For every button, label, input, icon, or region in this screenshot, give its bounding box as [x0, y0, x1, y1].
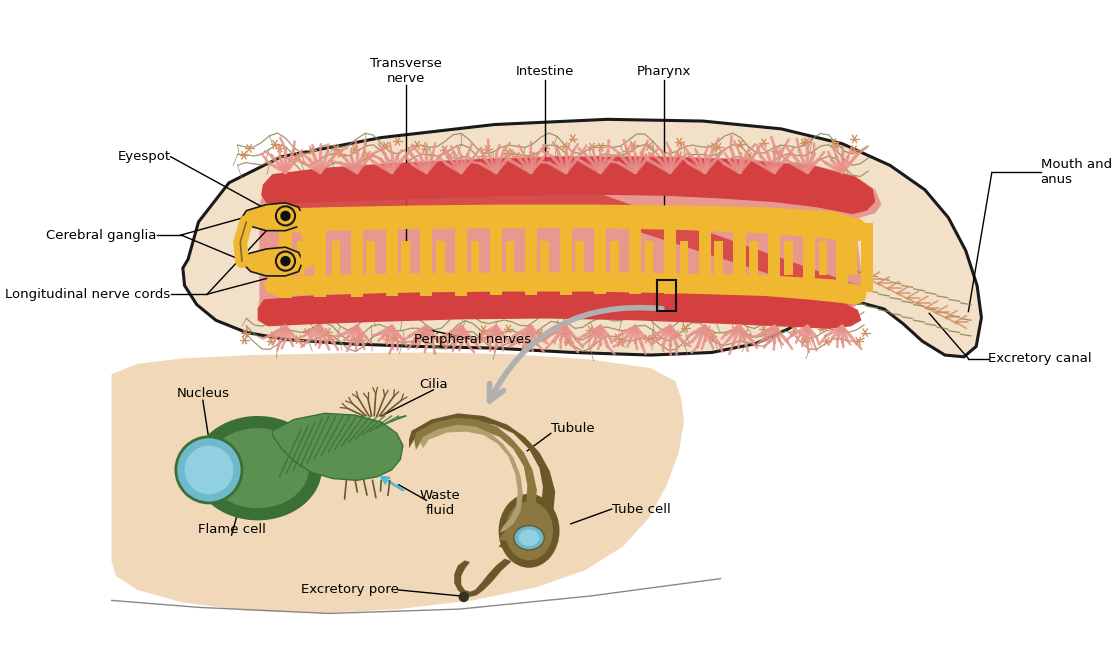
Polygon shape — [818, 241, 827, 275]
Polygon shape — [734, 220, 746, 293]
Polygon shape — [803, 221, 815, 293]
Ellipse shape — [206, 428, 309, 508]
Ellipse shape — [505, 501, 553, 560]
Polygon shape — [314, 211, 327, 297]
Text: Waste
fluid: Waste fluid — [420, 489, 460, 517]
Polygon shape — [242, 203, 303, 231]
Polygon shape — [420, 425, 523, 533]
Polygon shape — [560, 217, 572, 295]
Ellipse shape — [518, 529, 540, 546]
Polygon shape — [629, 218, 641, 294]
Polygon shape — [420, 214, 433, 296]
Text: Excretory pore: Excretory pore — [301, 584, 398, 597]
Polygon shape — [183, 119, 981, 357]
Ellipse shape — [193, 416, 322, 520]
Polygon shape — [331, 241, 340, 275]
Polygon shape — [297, 241, 306, 275]
Polygon shape — [784, 241, 793, 275]
Polygon shape — [471, 241, 479, 275]
Polygon shape — [699, 219, 711, 293]
Polygon shape — [258, 156, 881, 322]
Polygon shape — [454, 559, 512, 597]
Polygon shape — [280, 211, 291, 297]
Polygon shape — [455, 215, 467, 296]
Polygon shape — [112, 352, 683, 613]
Circle shape — [280, 211, 291, 221]
Polygon shape — [409, 413, 555, 550]
Polygon shape — [242, 247, 303, 276]
Polygon shape — [258, 289, 862, 329]
Circle shape — [458, 592, 469, 602]
Circle shape — [185, 446, 233, 495]
Polygon shape — [436, 241, 445, 275]
Polygon shape — [525, 216, 537, 295]
Text: Cilia: Cilia — [419, 378, 448, 391]
Circle shape — [275, 252, 295, 270]
Polygon shape — [861, 223, 873, 292]
Text: Flame cell: Flame cell — [197, 523, 265, 535]
Polygon shape — [264, 272, 866, 305]
Polygon shape — [749, 241, 758, 275]
Polygon shape — [386, 213, 398, 297]
Polygon shape — [415, 418, 537, 540]
Text: Nucleus: Nucleus — [176, 387, 230, 400]
Polygon shape — [272, 413, 403, 480]
Circle shape — [275, 206, 295, 225]
Polygon shape — [367, 241, 375, 275]
Text: Pharynx: Pharynx — [637, 65, 691, 78]
Text: Mouth and
anus: Mouth and anus — [1040, 158, 1112, 187]
Polygon shape — [679, 241, 688, 275]
Bar — [657, 280, 676, 311]
Circle shape — [280, 256, 291, 266]
Text: Eyespot: Eyespot — [117, 150, 171, 163]
Polygon shape — [715, 241, 723, 275]
Polygon shape — [541, 241, 549, 275]
Text: Excretory canal: Excretory canal — [988, 352, 1092, 365]
Ellipse shape — [498, 494, 560, 568]
Text: Longitudinal nerve cords: Longitudinal nerve cords — [6, 288, 171, 301]
Text: Tube cell: Tube cell — [612, 503, 670, 515]
Polygon shape — [351, 212, 362, 297]
Circle shape — [176, 437, 242, 503]
Polygon shape — [264, 205, 870, 241]
Ellipse shape — [514, 525, 544, 550]
Polygon shape — [261, 157, 875, 214]
Text: Peripheral nerves: Peripheral nerves — [414, 333, 531, 346]
Polygon shape — [644, 241, 653, 275]
Polygon shape — [663, 219, 676, 294]
Polygon shape — [836, 222, 849, 292]
Polygon shape — [849, 241, 857, 275]
Text: Cerebral ganglia: Cerebral ganglia — [47, 229, 157, 242]
Polygon shape — [401, 241, 410, 275]
Polygon shape — [489, 215, 502, 295]
Text: Intestine: Intestine — [515, 65, 574, 78]
Polygon shape — [768, 221, 780, 293]
Polygon shape — [575, 241, 584, 275]
Polygon shape — [610, 241, 619, 275]
Text: Transverse
nerve: Transverse nerve — [369, 58, 442, 85]
Polygon shape — [505, 241, 514, 275]
Polygon shape — [264, 193, 869, 300]
Polygon shape — [594, 217, 607, 295]
Text: Tubule: Tubule — [551, 421, 594, 435]
